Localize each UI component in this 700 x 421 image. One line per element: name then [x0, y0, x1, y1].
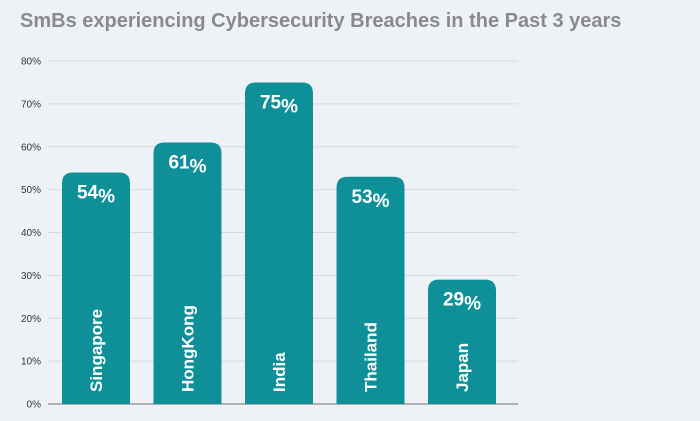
category-label: Japan — [453, 343, 472, 392]
y-tick-label: 0% — [27, 400, 42, 411]
bar — [62, 172, 130, 404]
category-label: Singapore — [87, 309, 106, 392]
data-label: 29% — [443, 290, 481, 315]
data-label: 53% — [351, 187, 389, 212]
bar — [428, 279, 496, 404]
bar — [153, 142, 222, 404]
bar — [245, 82, 313, 404]
category-label: Thailand — [362, 322, 381, 392]
data-label: 61% — [168, 152, 206, 177]
category-label: HongKong — [179, 305, 198, 392]
category-label: India — [270, 352, 289, 392]
y-tick-label: 30% — [21, 271, 41, 282]
y-tick-label: 20% — [21, 314, 41, 325]
data-label: 54% — [77, 182, 115, 207]
y-tick-label: 50% — [21, 185, 41, 196]
y-tick-label: 70% — [21, 99, 41, 110]
y-tick-label: 40% — [21, 228, 41, 239]
data-label: 75% — [260, 92, 298, 117]
bar — [336, 176, 405, 404]
chart-title: SmBs experiencing Cybersecurity Breaches… — [20, 10, 622, 32]
y-tick-label: 80% — [21, 57, 41, 68]
y-tick-label: 10% — [21, 357, 41, 368]
y-tick-label: 60% — [21, 142, 41, 153]
